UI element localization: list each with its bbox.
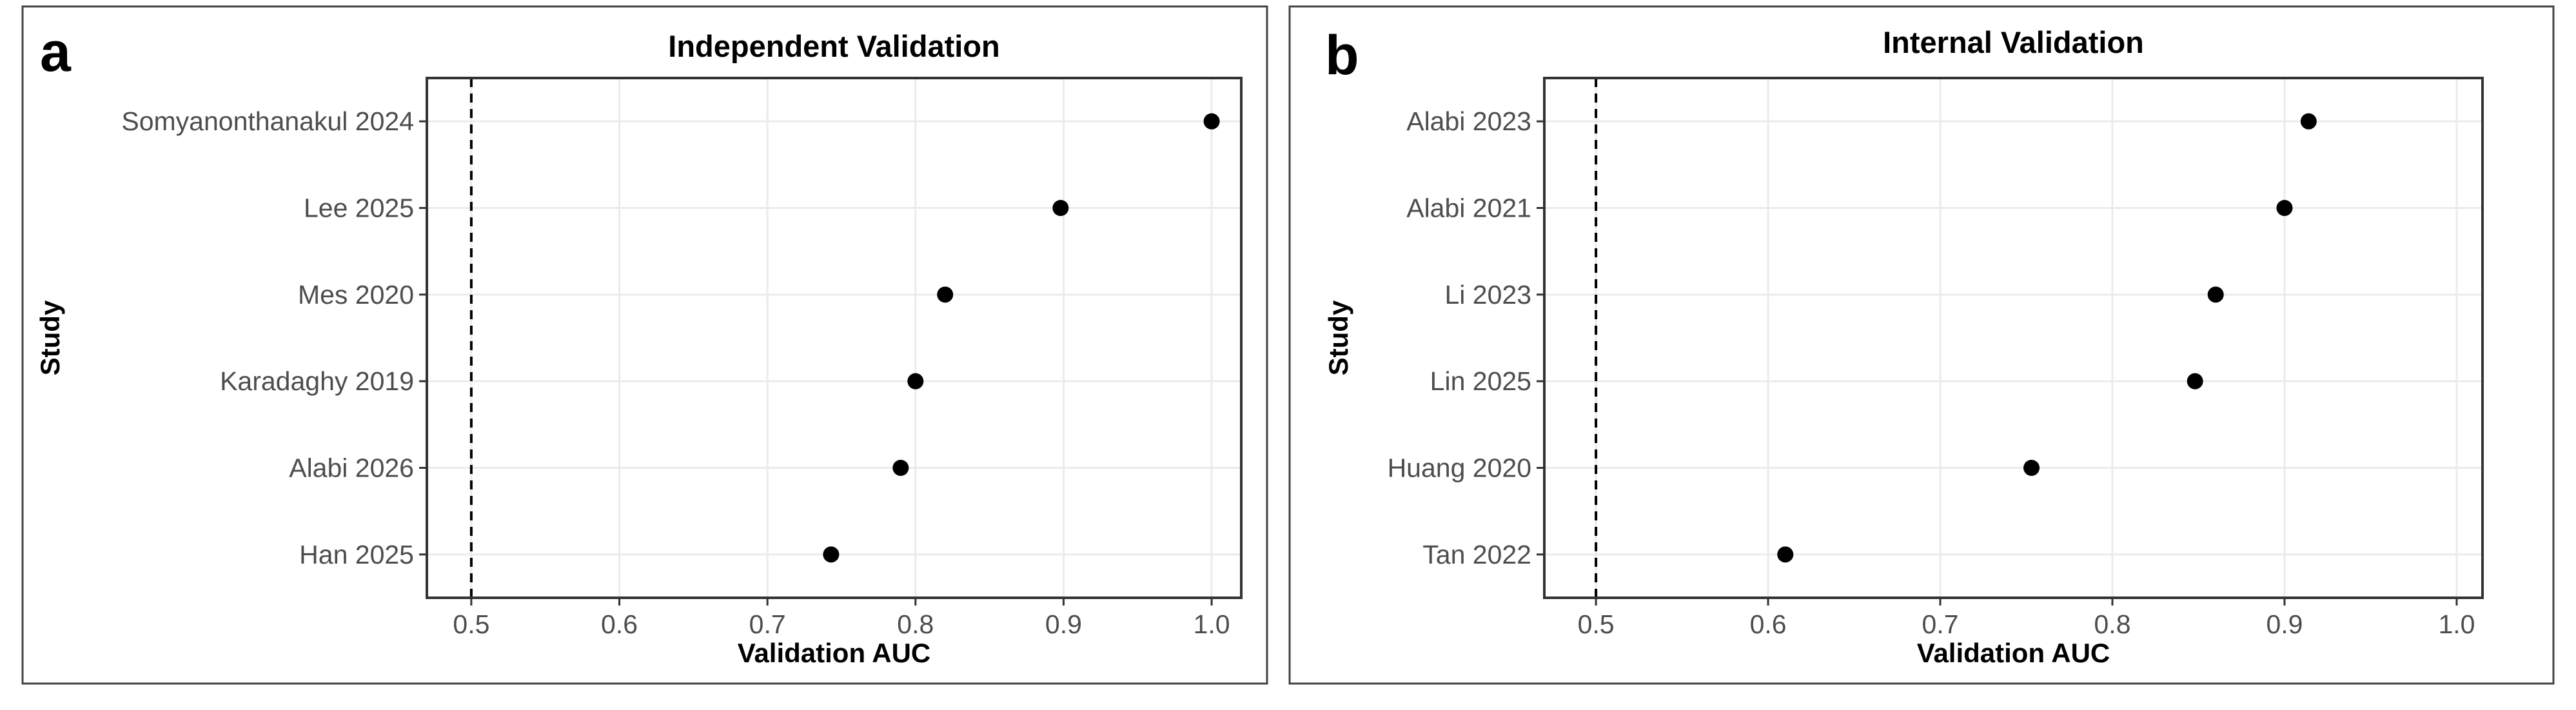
plot-frame [1543,77,2484,599]
x-tick-label: 0.5 [1578,609,1615,639]
panel-border [21,5,1268,685]
data-point [2023,460,2040,476]
x-tick-label: 0.7 [749,609,786,639]
x-tick-label: 1.0 [2438,609,2475,639]
plot-frame [426,77,1243,599]
x-tick-label: 0.6 [601,609,638,639]
data-point [1203,113,1220,130]
data-point [1777,546,1794,563]
x-tick-label: 0.8 [2094,609,2131,639]
data-point [2300,113,2317,130]
x-axis-title: Validation AUC [738,638,930,668]
y-axis-title: Study [1323,300,1353,375]
data-point [823,546,840,563]
data-point [907,373,924,390]
data-point [1052,200,1069,216]
y-axis-title: Study [35,300,65,375]
data-point [2187,373,2203,390]
y-tick-label: Alabi 2023 [1406,106,1531,136]
x-tick-label: 0.6 [1750,609,1787,639]
panel-b: b Internal Validation 0.5 0.6 0.7 0.8 0.9 1.0 Al… [1288,5,2555,685]
data-point [937,286,954,303]
data-point [2207,286,2224,303]
y-tick-label: Huang 2020 [1388,453,1531,483]
panel-a: a Independent Validation 0.5 0.6 0.7 0.8 0.9 1.… [21,5,1268,685]
panel-letter: b [1325,25,1359,86]
y-tick-label: Karadaghy 2019 [220,366,414,396]
panel-letter: a [40,21,72,83]
y-tick-label: Han 2025 [299,540,414,569]
y-tick-label: Alabi 2021 [1406,193,1531,223]
x-tick-label: 1.0 [1194,609,1230,639]
y-tick-label: Lee 2025 [304,193,414,223]
x-tick-label: 0.8 [897,609,934,639]
chart-title: Independent Validation [668,29,999,63]
x-tick-label: 0.9 [2266,609,2303,639]
y-tick-label: Tan 2022 [1422,540,1531,569]
data-point [2276,200,2293,216]
x-axis-title: Validation AUC [1917,638,2110,668]
panel-border [1288,5,2555,685]
y-tick-label: Li 2023 [1444,280,1531,310]
y-tick-label: Somyanonthanakul 2024 [121,106,414,136]
data-point [892,460,909,476]
y-tick-label: Alabi 2026 [289,453,414,483]
chart-title: Internal Validation [1883,25,2144,59]
x-tick-label: 0.7 [1922,609,1959,639]
x-tick-label: 0.9 [1045,609,1082,639]
y-tick-label: Mes 2020 [298,280,414,310]
x-tick-label: 0.5 [453,609,489,639]
y-tick-label: Lin 2025 [1430,366,1531,396]
